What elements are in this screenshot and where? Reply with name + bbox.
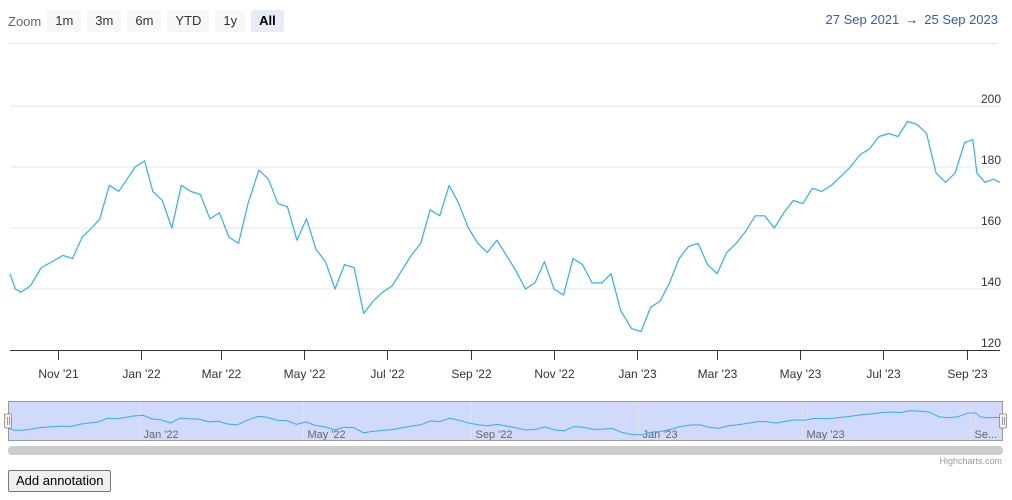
zoom-ytd-button[interactable]: YTD (167, 10, 210, 32)
x-tick-label: Jan '23 (618, 367, 657, 381)
x-tick-label: Sep '23 (947, 367, 988, 381)
range-to-date[interactable]: 25 Sep 2023 (924, 12, 998, 27)
x-tick-label: Jul '22 (370, 367, 405, 381)
x-tick-label: Jul '23 (866, 367, 901, 381)
range-selector: Zoom 1m 3m 6m YTD 1y All (8, 10, 290, 32)
range-from-date[interactable]: 27 Sep 2021 (825, 12, 900, 27)
y-tick-label: 120 (981, 336, 1001, 350)
x-tick-label: Jan '22 (122, 367, 161, 381)
zoom-1y-button[interactable]: 1y (215, 10, 246, 32)
navigator-tick-label: Se... (975, 429, 998, 441)
range-arrow: → (905, 12, 919, 27)
zoom-3m-button[interactable]: 3m (87, 10, 122, 32)
scrollbar-thumb[interactable] (8, 446, 1003, 455)
navigator-series-line (7, 410, 1004, 436)
x-tick-label: Mar '23 (698, 367, 738, 381)
x-tick-label: Mar '22 (202, 367, 242, 381)
navigator-tick-label: Sep '22 (476, 429, 513, 441)
navigator-tick-label: Jan '22 (144, 429, 179, 441)
y-tick-label: 140 (981, 275, 1001, 289)
navigator-tick-label: May '23 (807, 429, 845, 441)
zoom-all-button[interactable]: All (251, 10, 284, 32)
stock-chart: 120 140 160 180 200 Nov '21 Jan '22 Mar '22 May … (4, 92, 1007, 455)
zoom-1m-button[interactable]: 1m (47, 10, 82, 32)
y-tick-label: 160 (981, 214, 1001, 228)
x-tick-label: Nov '22 (534, 367, 575, 381)
zoom-label: Zoom (8, 13, 42, 29)
x-tick-label: Sep '22 (451, 367, 492, 381)
add-annotation-button[interactable]: Add annotation (8, 470, 112, 492)
toolbar-divider (8, 43, 998, 44)
x-tick-label: May '23 (780, 367, 822, 381)
y-tick-label: 180 (981, 153, 1001, 167)
price-series-line (9, 120, 1001, 333)
navigator-tick-label: Jan '23 (643, 429, 678, 441)
credits-link[interactable]: Highcharts.com (939, 456, 1002, 466)
navigator-tick-label: May '22 (308, 429, 346, 441)
date-range: 27 Sep 2021 → 25 Sep 2023 (826, 12, 998, 27)
zoom-6m-button[interactable]: 6m (127, 10, 162, 32)
x-tick-label: Nov '21 (38, 367, 79, 381)
x-tick-label: May '22 (284, 367, 326, 381)
y-tick-label: 200 (981, 92, 1001, 106)
